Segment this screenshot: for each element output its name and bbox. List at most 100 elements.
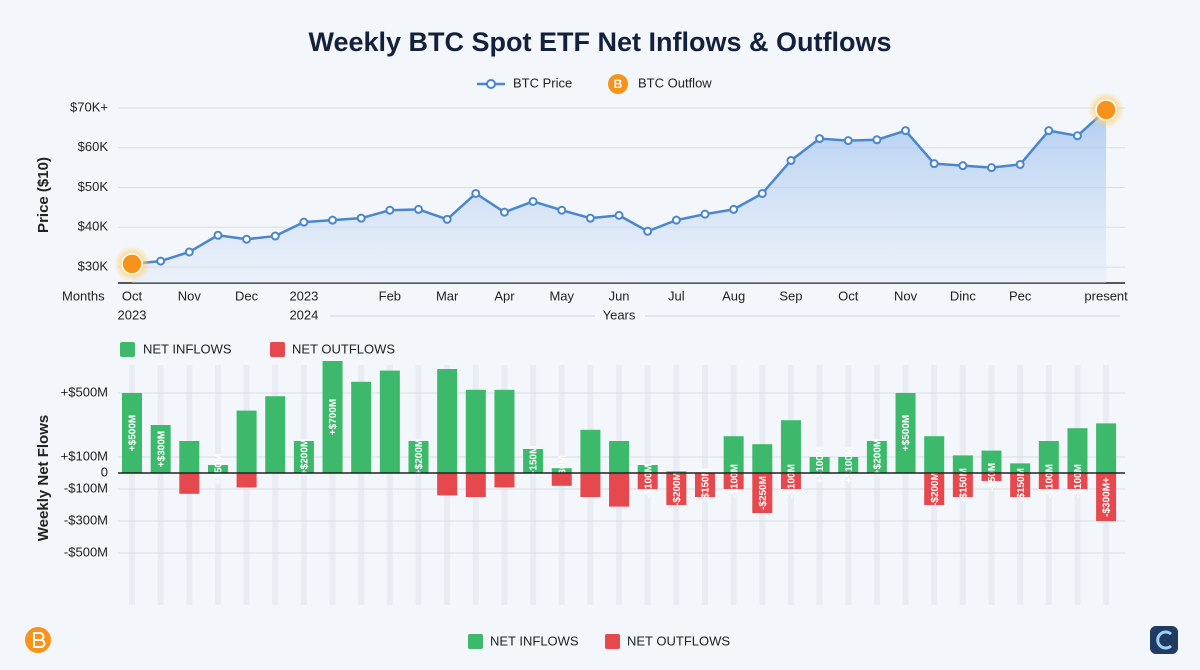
price-point	[786, 155, 796, 165]
value-label: -$50M	[987, 463, 998, 491]
legend-label: NET OUTFLOWS	[627, 633, 730, 648]
price-point	[328, 215, 338, 225]
bar	[952, 473, 973, 497]
logo	[1150, 626, 1178, 654]
bar	[780, 420, 801, 473]
x-tick-label: Aug	[722, 288, 745, 303]
bar	[293, 441, 314, 473]
price-point	[700, 209, 710, 219]
year-label: 2024	[289, 307, 318, 322]
bar	[637, 465, 658, 473]
x-tick-label: present	[1084, 288, 1128, 303]
x-tick-label: Oct	[122, 288, 143, 303]
value-label: +$300M	[156, 431, 167, 467]
logo	[33, 632, 46, 648]
bar	[666, 473, 687, 505]
x-tick-label: Nov	[178, 288, 202, 303]
legend-swatch	[605, 634, 620, 649]
bar	[666, 471, 687, 473]
bar	[780, 473, 801, 489]
price-point	[270, 231, 280, 241]
bar	[895, 393, 916, 473]
legend-swatch	[486, 79, 496, 89]
price-point	[242, 234, 252, 244]
price-point	[356, 213, 366, 223]
value-label: +150M	[529, 446, 540, 477]
chart-title: Weekly BTC Spot ETF Net Inflows & Outflo…	[308, 27, 891, 57]
bar	[408, 441, 429, 473]
price-area	[132, 109, 1107, 284]
price-point	[614, 210, 624, 220]
price-point	[757, 188, 767, 198]
price-point	[414, 204, 423, 214]
price-point	[1044, 126, 1054, 136]
y-tick-label: -$100M	[64, 480, 108, 495]
bar	[1096, 423, 1117, 473]
price-point	[671, 215, 681, 225]
bar	[580, 473, 601, 497]
bar	[236, 410, 257, 473]
value-label: +$500M	[128, 415, 139, 451]
value-label: +$700M	[328, 399, 339, 435]
bar	[952, 455, 973, 473]
y-tick-label: +$100M	[61, 448, 108, 463]
bar	[437, 473, 458, 496]
bar	[866, 441, 887, 473]
bar	[523, 449, 544, 473]
bar	[609, 441, 630, 473]
x-tick-label: Pec	[1009, 288, 1032, 303]
value-label: +$200M	[300, 439, 311, 475]
bar	[1038, 473, 1059, 489]
price-point	[1072, 131, 1082, 141]
x-tick-label: Nov	[894, 288, 918, 303]
bar	[207, 465, 228, 473]
bar	[494, 473, 515, 488]
value-label: +$100M	[844, 447, 855, 483]
x-tick-label: Feb	[379, 288, 401, 303]
bar	[437, 369, 458, 473]
bar	[924, 436, 945, 473]
value-label: -$100M	[643, 464, 654, 498]
value-label: -$200M	[930, 472, 941, 506]
value-label: +$200M	[414, 439, 425, 475]
value-label: -$200M	[672, 472, 683, 506]
outflow-marker	[121, 253, 143, 275]
bar	[695, 473, 715, 497]
value-label: -$150M	[701, 468, 712, 502]
x-tick-label: Oct	[838, 288, 859, 303]
outflow-marker	[1095, 99, 1117, 121]
y-tick-label: $70K+	[70, 99, 108, 114]
x-tick-label: Apr	[494, 288, 515, 303]
bar	[752, 473, 773, 513]
legend-swatch	[608, 74, 628, 94]
bar	[809, 457, 830, 473]
bar	[122, 393, 142, 473]
bar	[351, 381, 372, 473]
x-tick-label: Mar	[436, 288, 459, 303]
value-label: -$100M	[1044, 464, 1055, 498]
price-point	[442, 214, 452, 224]
bar	[723, 436, 744, 473]
price-point	[585, 213, 595, 223]
bar	[179, 473, 200, 494]
price-point	[385, 205, 395, 215]
bar	[1038, 441, 1059, 473]
y-tick-label: $40K	[78, 219, 109, 234]
value-label: +$30M	[557, 455, 568, 486]
bar	[1067, 428, 1088, 473]
bar	[494, 389, 515, 473]
bar	[838, 457, 859, 473]
price-point	[213, 230, 223, 240]
y-tick-label: -$300M	[64, 512, 108, 527]
bar	[1010, 463, 1031, 473]
x-tick-label: Dinc	[950, 288, 977, 303]
logo	[1156, 630, 1172, 650]
bar	[580, 429, 601, 473]
price-point	[156, 256, 166, 266]
value-label: +$100M	[815, 447, 826, 483]
legend-swatch	[468, 634, 483, 649]
legend-swatch	[120, 342, 135, 357]
bar	[723, 473, 744, 489]
